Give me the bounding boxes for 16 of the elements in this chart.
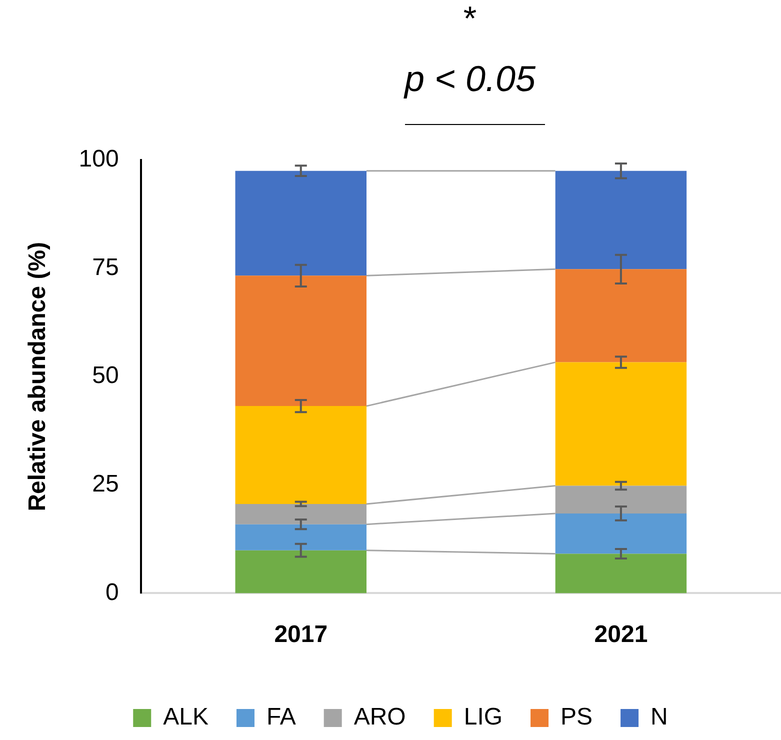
legend-label: N [650, 704, 668, 731]
text: p < 0.05 [402, 58, 537, 100]
y-tick-label: 0 [105, 578, 119, 606]
legend-label: LIG [464, 704, 503, 731]
y-axis-title: Relative abundance (%) [24, 242, 52, 512]
legend-label: PS [560, 704, 593, 731]
y-tick-label: 25 [92, 470, 119, 498]
y-tick-label: 100 [78, 146, 119, 173]
y-tick-label: 75 [92, 254, 119, 281]
text: * [462, 0, 478, 39]
x-tick-label: 2017 [274, 621, 328, 648]
legend-label: FA [266, 704, 296, 731]
legend-label: ALK [163, 704, 208, 731]
y-tick-label: 50 [92, 362, 119, 390]
x-tick-label: 2021 [594, 621, 648, 648]
legend-label: ARO [354, 704, 406, 731]
